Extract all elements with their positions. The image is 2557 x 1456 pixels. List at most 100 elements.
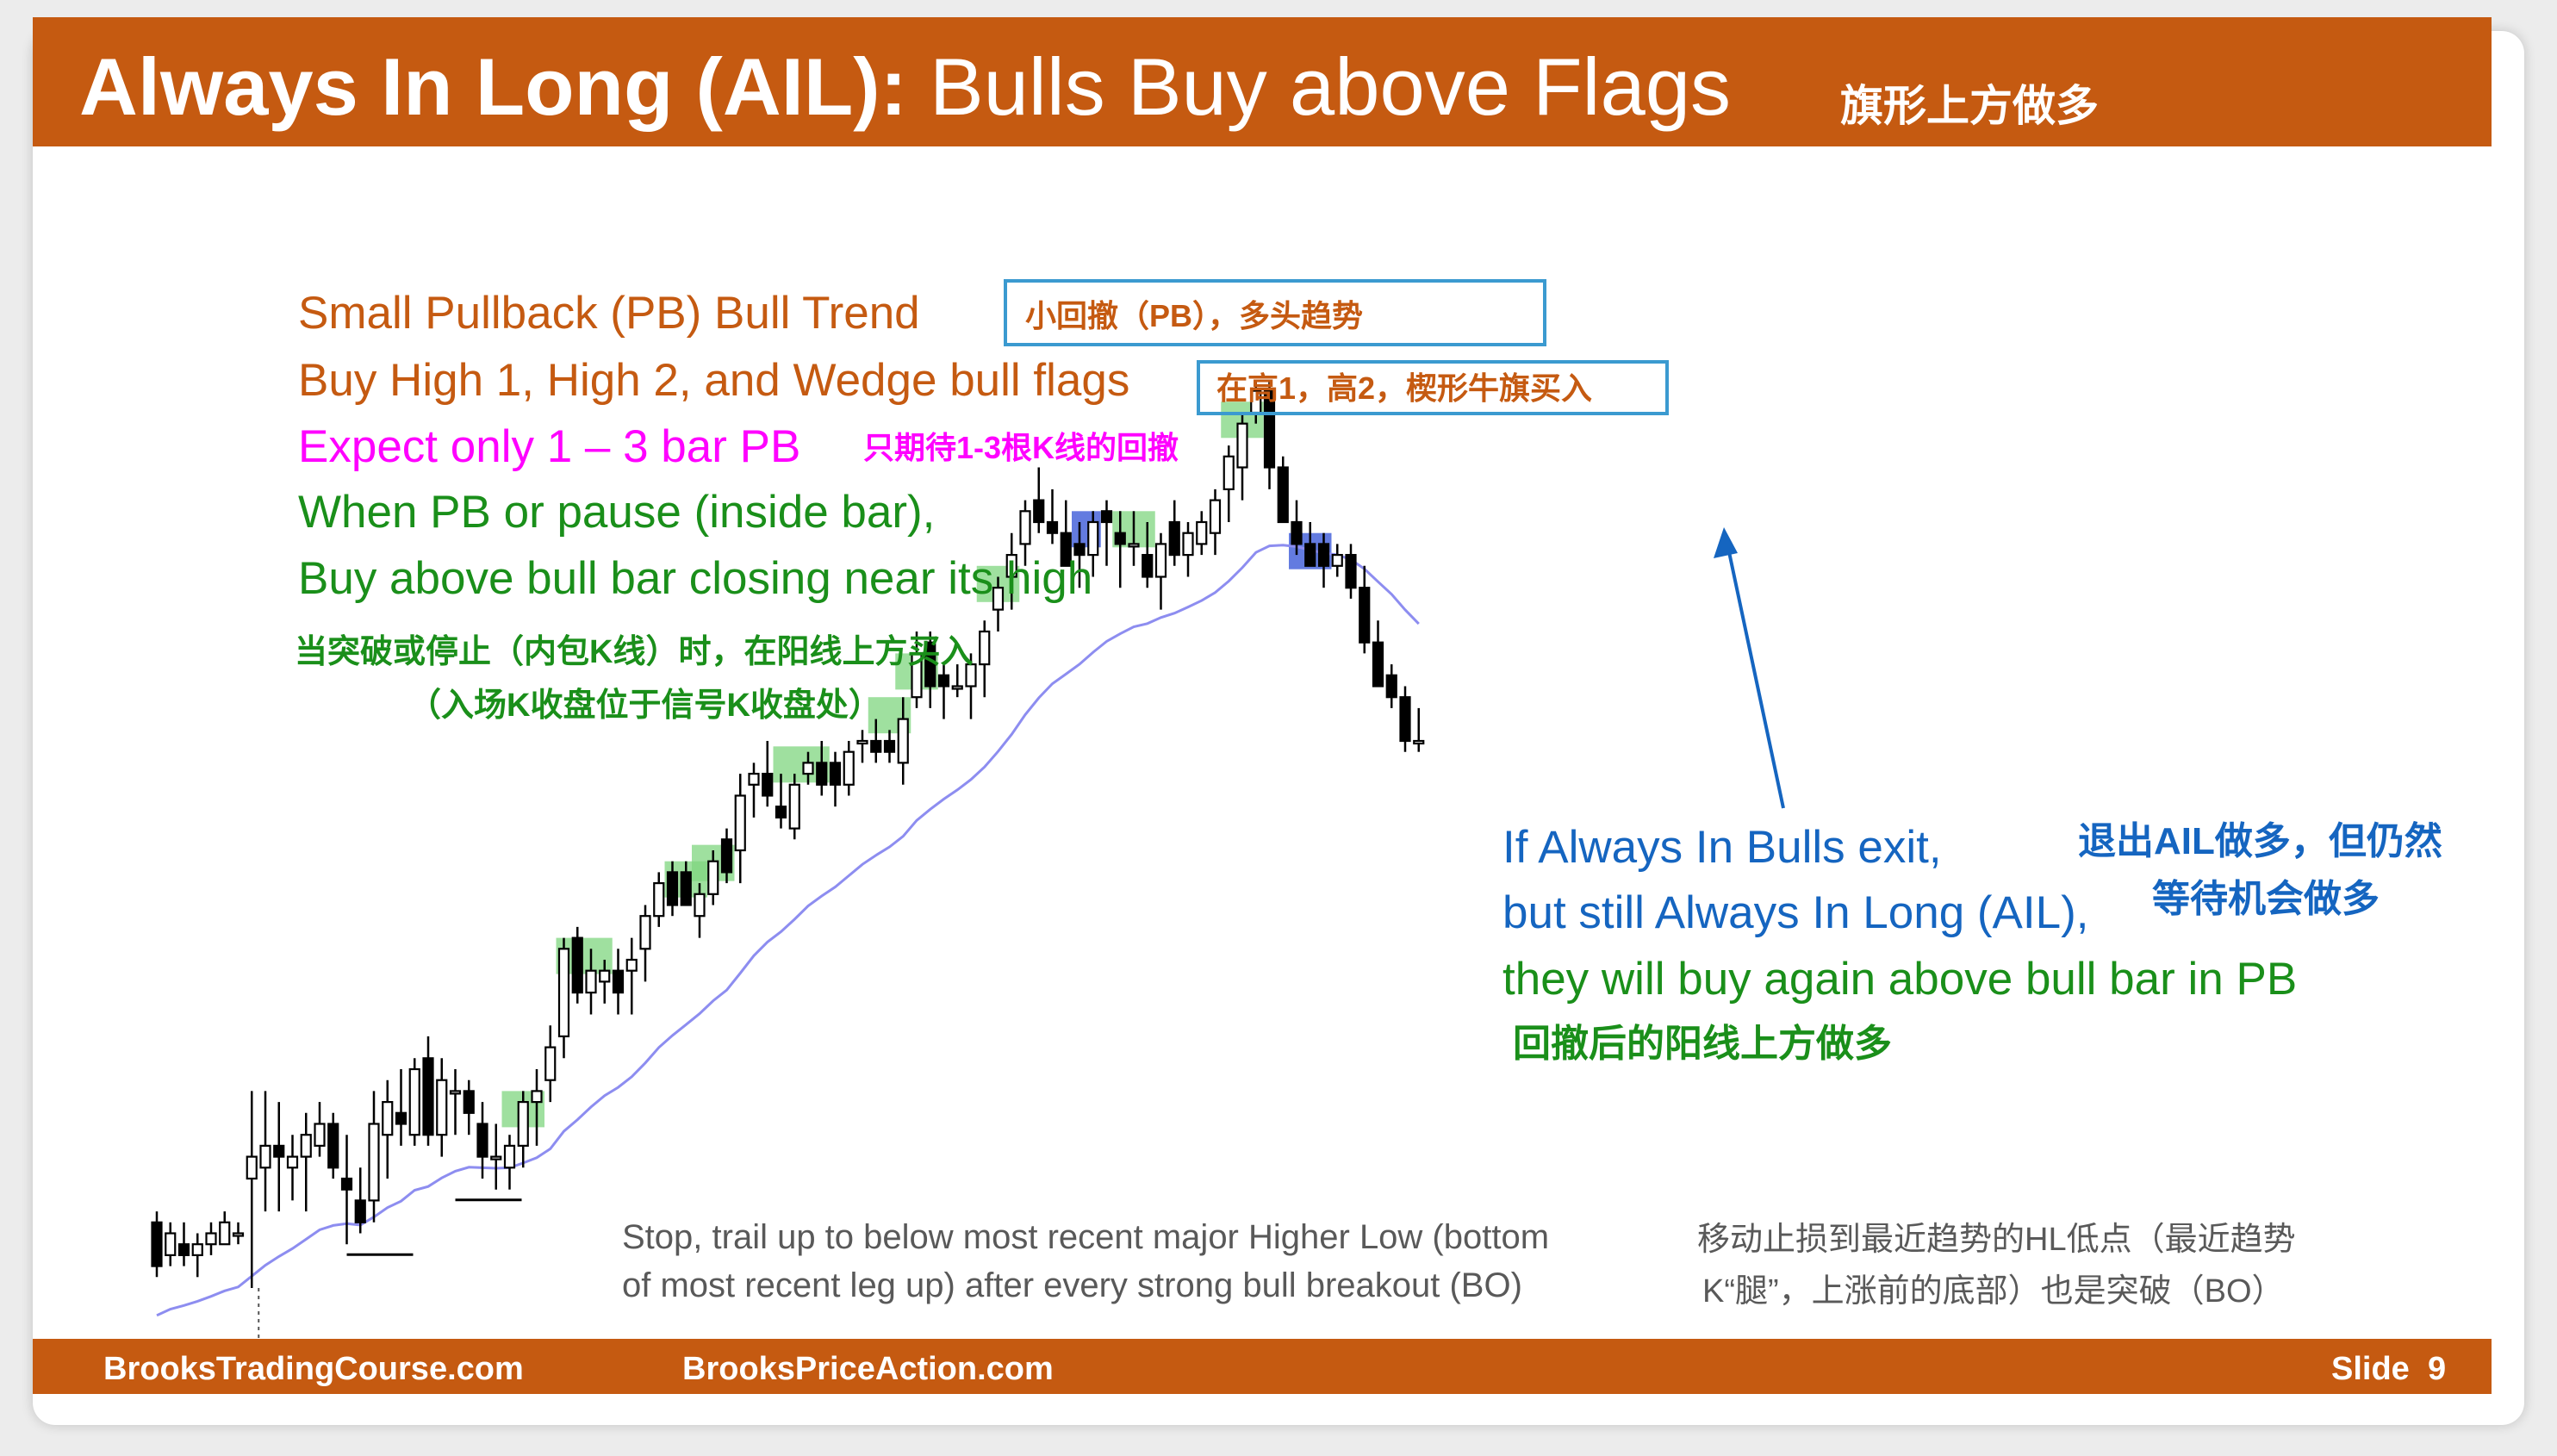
candle-body <box>1019 510 1031 545</box>
candle-body <box>1317 543 1330 567</box>
candle-body <box>734 794 746 852</box>
footer-slide-number: 9 <box>2428 1351 2447 1387</box>
candle-body <box>1060 532 1072 567</box>
candle-body <box>557 948 570 1038</box>
slide-title: Always In Long (AIL): Bulls Buy above Fl… <box>79 47 1731 128</box>
candle-body <box>585 969 597 994</box>
candle-body <box>680 871 692 906</box>
candle-body <box>1033 499 1045 524</box>
candle-body <box>259 1144 271 1169</box>
candle-body <box>775 806 787 819</box>
footer-slide-label: Slide <box>2331 1351 2410 1387</box>
candle-body <box>1345 553 1357 589</box>
candle-body <box>1291 520 1303 545</box>
annotation-when-pb-cn: 当突破或停止（内包K线）时，在阳线上方买入 <box>295 634 974 670</box>
footer-left[interactable]: BrooksTradingCourse.com <box>103 1351 524 1387</box>
candle-body <box>246 1155 258 1180</box>
footer-center[interactable]: BrooksPriceAction.com <box>682 1351 1054 1387</box>
annotation-exit-cn-1: 退出AIL做多，但仍然 <box>2078 820 2442 862</box>
title-bar <box>33 17 2492 146</box>
annotation-small-pb-trend-cn: 小回撤（PB），多头趋势 <box>1025 298 1364 333</box>
candle-body <box>1005 553 1017 578</box>
exit-arrow-shaft <box>1726 547 1785 809</box>
title-bold: Always In Long (AIL): <box>79 41 907 132</box>
candle-body <box>965 663 977 688</box>
candle-body <box>300 1134 312 1158</box>
annotation-expect-pb: Expect only 1 – 3 bar PB <box>298 421 801 472</box>
candle-body <box>463 1090 475 1114</box>
annotation-exit-1: If Always In Bulls exit, <box>1502 822 1942 873</box>
candle-body <box>639 915 651 950</box>
candle-body <box>327 1123 339 1169</box>
candle-body <box>476 1123 488 1158</box>
candle-body <box>273 1144 285 1158</box>
candle-body <box>151 1221 163 1267</box>
candle-body <box>1128 543 1140 548</box>
annotation-when-pb: When PB or pause (inside bar), <box>298 487 936 538</box>
annotation-stop-1: Stop, trail up to below most recent majo… <box>622 1218 1550 1256</box>
annotation-stop-cn-1: 移动止损到最近趋势的HL低点（最近趋势 <box>1697 1222 2296 1258</box>
candle-body <box>748 772 760 786</box>
candle-body <box>829 762 842 786</box>
candle-body <box>666 871 679 906</box>
title-rest: Bulls Buy above Flags <box>906 41 1731 132</box>
candle-body <box>490 1155 502 1160</box>
annotation-exit-3: they will buy again above bull bar in PB <box>1502 954 2298 1005</box>
candle-body <box>1413 739 1425 745</box>
exit-arrow-head <box>1714 527 1738 558</box>
candle-body <box>762 772 774 797</box>
candle-body <box>1087 520 1099 557</box>
candle-body <box>1100 510 1113 524</box>
candle-body <box>422 1057 434 1136</box>
candle-body <box>232 1232 245 1237</box>
annotation-buy-above: Buy above bull bar closing near its high <box>298 553 1093 604</box>
candle-body <box>612 969 625 994</box>
ema-line <box>156 544 1420 1317</box>
candle-body <box>951 685 963 690</box>
candle-body <box>625 958 638 972</box>
candle-body <box>870 739 882 753</box>
candle-body <box>653 881 665 918</box>
footer-bar <box>33 1339 2492 1394</box>
candle-body <box>897 718 909 764</box>
candle-body <box>694 893 706 918</box>
candle-body <box>816 762 828 786</box>
candle-body <box>1399 696 1411 743</box>
annotation-exit-2: but still Always In Long (AIL), <box>1502 887 2089 938</box>
candle-body <box>1304 543 1316 567</box>
annotation-buy-high-cn: 在高1，高2，楔形牛旗买入 <box>1216 370 1593 406</box>
candle-body <box>395 1111 408 1125</box>
candle-body <box>544 1046 557 1081</box>
annotation-buy-high: Buy High 1, High 2, and Wedge bull flags <box>298 355 1130 406</box>
annotation-stop-2: of most recent leg up) after every stron… <box>622 1266 1522 1304</box>
annotation-stop-cn-2: K“腿”，上涨前的底部）也是突破（BO） <box>1702 1273 2285 1310</box>
candle-body <box>720 838 733 874</box>
candle-body <box>531 1090 543 1104</box>
candle-body <box>802 762 814 775</box>
candle-body <box>571 936 583 994</box>
slide <box>33 31 2524 1425</box>
candle-body <box>436 1079 448 1136</box>
candle-body <box>1168 520 1180 557</box>
candle-body <box>1236 422 1248 469</box>
candle-body <box>599 969 611 983</box>
candle-body <box>1331 553 1343 567</box>
candle-body <box>517 1100 529 1147</box>
candle-body <box>843 750 855 786</box>
candle-body <box>165 1232 177 1256</box>
annotation-exit-cn-2: 等待机会做多 <box>2152 878 2380 920</box>
candle-body <box>707 860 719 895</box>
candle-body <box>979 630 991 666</box>
candle-body <box>788 783 800 830</box>
annotation-box-2 <box>1197 360 1669 415</box>
candle-body <box>354 1199 366 1223</box>
candle-body <box>340 1177 353 1191</box>
candle-body <box>177 1243 190 1256</box>
candle-body <box>314 1123 326 1147</box>
candle-body <box>1209 499 1222 534</box>
annotation-entry-cn: （入场K收盘位于信号K收盘处） <box>408 688 881 724</box>
candle-body <box>1277 466 1289 524</box>
candle-body <box>1223 455 1235 490</box>
candle-body <box>1196 520 1208 545</box>
candle-body <box>992 587 1005 611</box>
